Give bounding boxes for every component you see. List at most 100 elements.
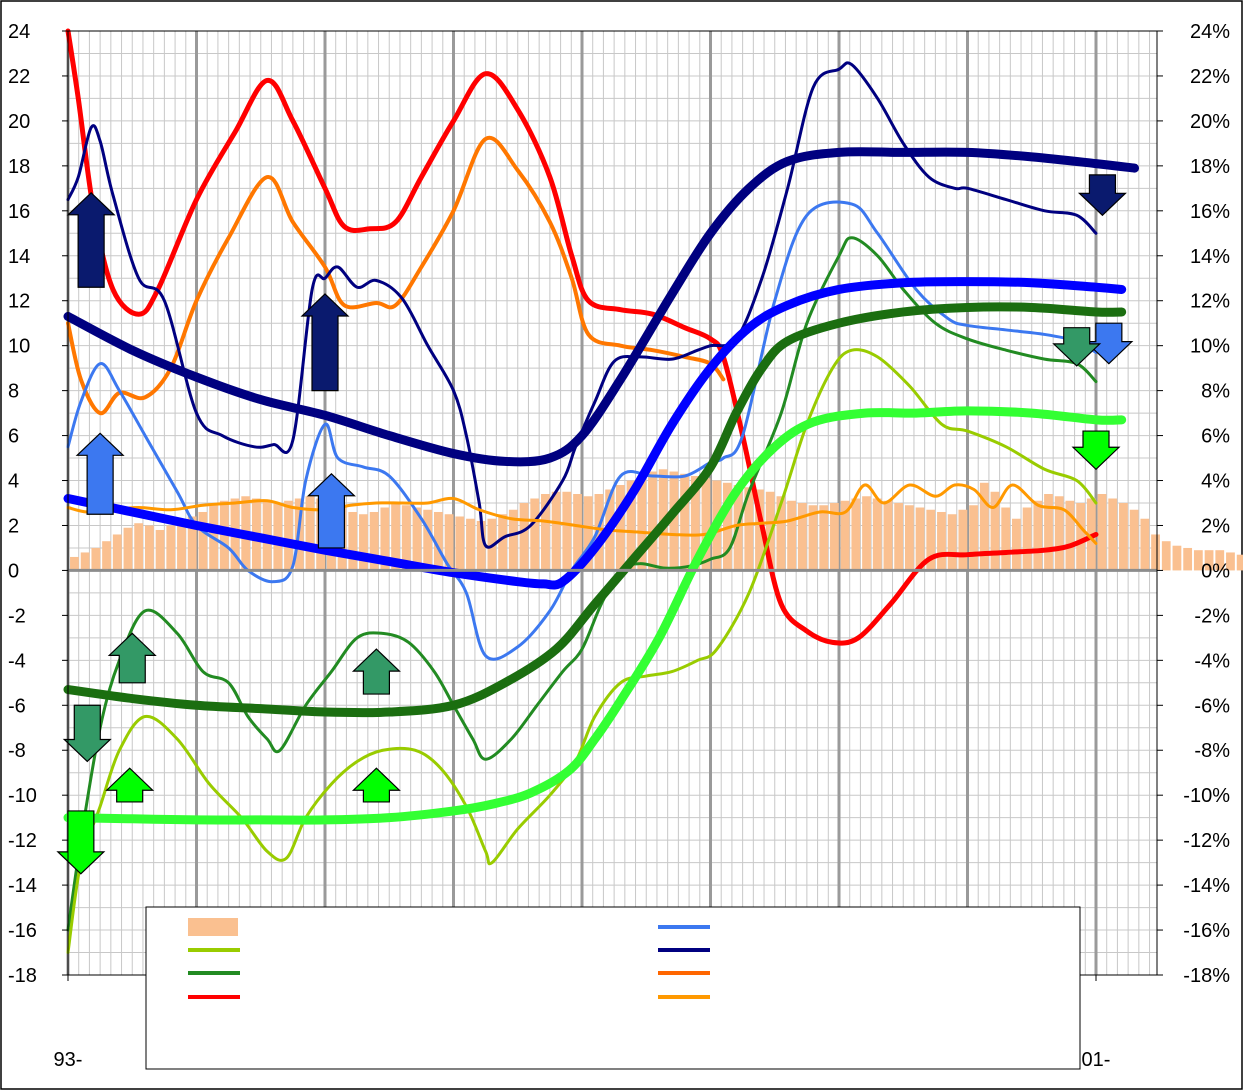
series-line-9 bbox=[63, 277, 1127, 590]
series-line-2 bbox=[66, 135, 726, 416]
bar bbox=[797, 503, 807, 571]
y-tick-label-right: -14% bbox=[1183, 875, 1230, 897]
series-line-6 bbox=[66, 348, 1098, 955]
trend-arrow-up-icon bbox=[75, 432, 125, 515]
legend-box bbox=[145, 906, 1081, 1070]
series-line-11 bbox=[63, 406, 1127, 825]
y-tick-label-left: -14 bbox=[8, 875, 37, 897]
y-tick-label-left: 12 bbox=[8, 291, 30, 313]
bar bbox=[594, 494, 604, 571]
bar bbox=[787, 500, 796, 571]
bar bbox=[1193, 550, 1203, 571]
y-tick-label-right: -2% bbox=[1194, 605, 1230, 627]
bar bbox=[541, 494, 550, 571]
bar bbox=[134, 523, 144, 571]
bar bbox=[530, 498, 540, 571]
bar bbox=[637, 476, 647, 571]
bar bbox=[915, 507, 925, 571]
bar bbox=[862, 496, 871, 571]
bar bbox=[423, 509, 433, 571]
bar bbox=[70, 556, 79, 571]
bar bbox=[615, 485, 625, 571]
y-tick-label-right: 4% bbox=[1201, 471, 1230, 493]
y-tick-label-left: -12 bbox=[8, 830, 37, 852]
bar bbox=[444, 514, 454, 571]
y-tick-label-right: 10% bbox=[1190, 336, 1230, 358]
y-tick-label-right: 6% bbox=[1201, 426, 1230, 448]
bar bbox=[894, 503, 904, 571]
y-tick-label-left: -16 bbox=[8, 920, 37, 942]
bar bbox=[80, 552, 90, 571]
bar bbox=[583, 496, 593, 571]
bar bbox=[1119, 503, 1128, 571]
trend-arrow-down-icon bbox=[1052, 327, 1102, 367]
bar bbox=[519, 503, 529, 571]
trend-arrow-up-icon bbox=[306, 472, 356, 549]
y-tick-label-left: -4 bbox=[8, 650, 26, 672]
bar bbox=[1161, 541, 1171, 571]
bar bbox=[819, 505, 829, 571]
bar bbox=[1065, 500, 1075, 571]
y-tick-label-right: 20% bbox=[1190, 111, 1230, 133]
bar bbox=[102, 541, 111, 571]
y-tick-label-right: 0% bbox=[1201, 560, 1230, 582]
bar bbox=[305, 496, 315, 571]
bar bbox=[155, 529, 165, 571]
bar bbox=[551, 491, 561, 571]
bar bbox=[969, 505, 978, 571]
bar bbox=[380, 507, 390, 571]
series-line-4 bbox=[66, 61, 1098, 549]
series-line-5 bbox=[66, 236, 1098, 932]
y-tick-label-right: 24% bbox=[1190, 21, 1230, 43]
bar bbox=[359, 514, 368, 571]
bar bbox=[144, 525, 154, 571]
bar bbox=[433, 511, 443, 571]
bar bbox=[1151, 534, 1160, 571]
y-tick-label-left: 8 bbox=[8, 381, 19, 403]
bar bbox=[455, 516, 465, 571]
bar bbox=[1044, 494, 1053, 571]
y-tick-label-right: 14% bbox=[1190, 246, 1230, 268]
bar bbox=[166, 525, 176, 571]
y-axis-left-ticks: 242220181614121086420-2-4-6-8-10-12-14-1… bbox=[8, 21, 68, 987]
bar bbox=[562, 491, 572, 571]
bar bbox=[112, 534, 122, 571]
bar bbox=[573, 494, 582, 571]
bar bbox=[1140, 518, 1150, 571]
series-line-10 bbox=[63, 302, 1127, 718]
y-tick-label-left: 16 bbox=[8, 201, 30, 223]
line-series bbox=[63, 28, 1140, 955]
bar bbox=[669, 471, 679, 571]
bar bbox=[1129, 509, 1139, 571]
bar bbox=[1204, 550, 1214, 571]
series-line-8 bbox=[63, 147, 1140, 467]
bar bbox=[1215, 550, 1225, 571]
bar-series bbox=[70, 469, 1243, 571]
y-tick-label-left: -18 bbox=[8, 965, 37, 987]
bar bbox=[348, 511, 358, 571]
bar bbox=[1183, 547, 1193, 571]
y-tick-label-right: -16% bbox=[1183, 920, 1230, 942]
y-tick-label-left: 4 bbox=[8, 471, 19, 493]
y-tick-label-right: 8% bbox=[1201, 381, 1230, 403]
y-tick-label-right: 16% bbox=[1190, 201, 1230, 223]
bar bbox=[648, 471, 657, 571]
y-tick-label-right: -6% bbox=[1194, 695, 1230, 717]
bar bbox=[508, 509, 518, 571]
series-line-3 bbox=[66, 200, 1098, 661]
y-tick-label-left: 2 bbox=[8, 515, 19, 537]
bar bbox=[1108, 498, 1118, 571]
y-tick-label-right: 22% bbox=[1190, 66, 1230, 88]
trend-arrow-up-icon bbox=[351, 648, 401, 695]
bar bbox=[198, 511, 208, 571]
y-tick-label-right: -12% bbox=[1183, 830, 1230, 852]
trend-arrows bbox=[56, 174, 1134, 875]
trend-arrow-up-icon bbox=[66, 191, 116, 288]
trend-arrow-up-icon bbox=[300, 293, 350, 392]
bar bbox=[1172, 545, 1182, 571]
bar bbox=[1022, 507, 1032, 571]
bar bbox=[1236, 554, 1243, 571]
bar bbox=[808, 505, 818, 571]
bar bbox=[979, 482, 989, 571]
